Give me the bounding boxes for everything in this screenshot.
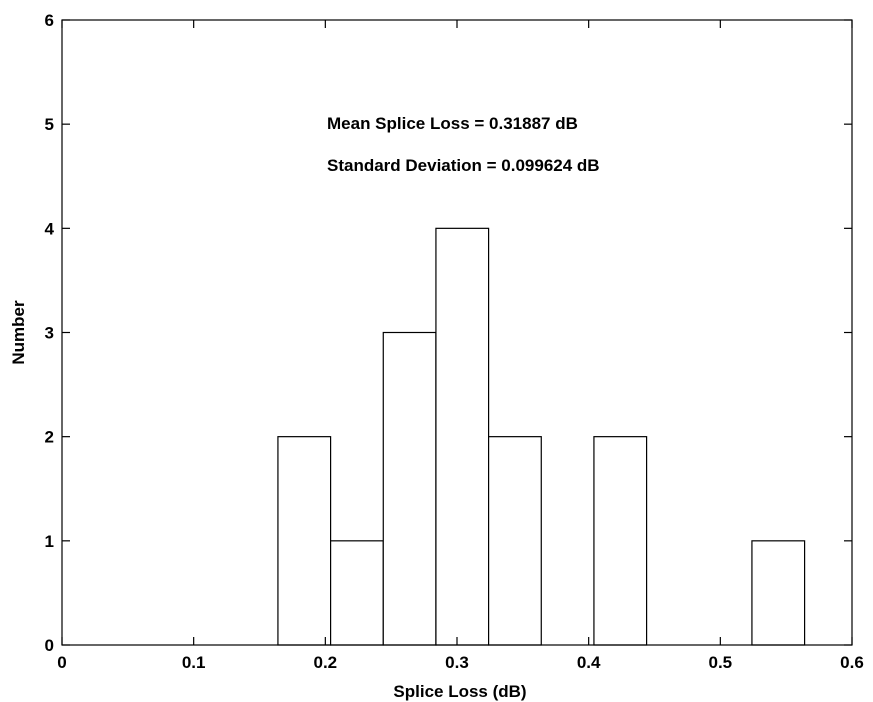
histogram-bar-4 — [488, 436, 542, 646]
y-tick-label-2: 2 — [45, 428, 54, 447]
ticks-layer — [61, 19, 853, 646]
annotation-standard-deviation: Standard Deviation = 0.099624 dB — [327, 156, 600, 175]
y-tick-label-4: 4 — [45, 219, 55, 238]
histogram-bar-3 — [435, 227, 490, 646]
y-tick-label-3: 3 — [45, 324, 54, 343]
y-tick-label-0: 0 — [45, 636, 54, 655]
y-axis-label: Number — [9, 300, 28, 365]
tick-labels-layer: 0 0.1 0.2 0.3 0.4 0.5 0.6 0 1 2 3 4 5 6 — [45, 11, 864, 672]
x-tick-label-5: 0.5 — [709, 653, 733, 672]
histogram-bar-9 — [751, 540, 806, 646]
histogram-bar-1 — [330, 540, 384, 646]
x-tick-label-4: 0.4 — [577, 653, 601, 672]
bars-layer — [277, 227, 806, 646]
x-tick-label-6: 0.6 — [840, 653, 864, 672]
x-tick-label-2: 0.2 — [314, 653, 338, 672]
x-tick-label-3: 0.3 — [445, 653, 469, 672]
histogram-bar-6 — [593, 436, 648, 646]
y-tick-label-6: 6 — [45, 11, 54, 30]
y-tick-label-5: 5 — [45, 115, 54, 134]
histogram-bar-2 — [382, 331, 437, 646]
x-tick-label-0: 0 — [57, 653, 66, 672]
y-tick-label-1: 1 — [45, 532, 54, 551]
x-axis-label: Splice Loss (dB) — [393, 682, 526, 701]
x-tick-label-1: 0.1 — [182, 653, 206, 672]
annotation-mean-splice-loss: Mean Splice Loss = 0.31887 dB — [327, 114, 578, 133]
histogram-bar-0 — [277, 436, 332, 646]
